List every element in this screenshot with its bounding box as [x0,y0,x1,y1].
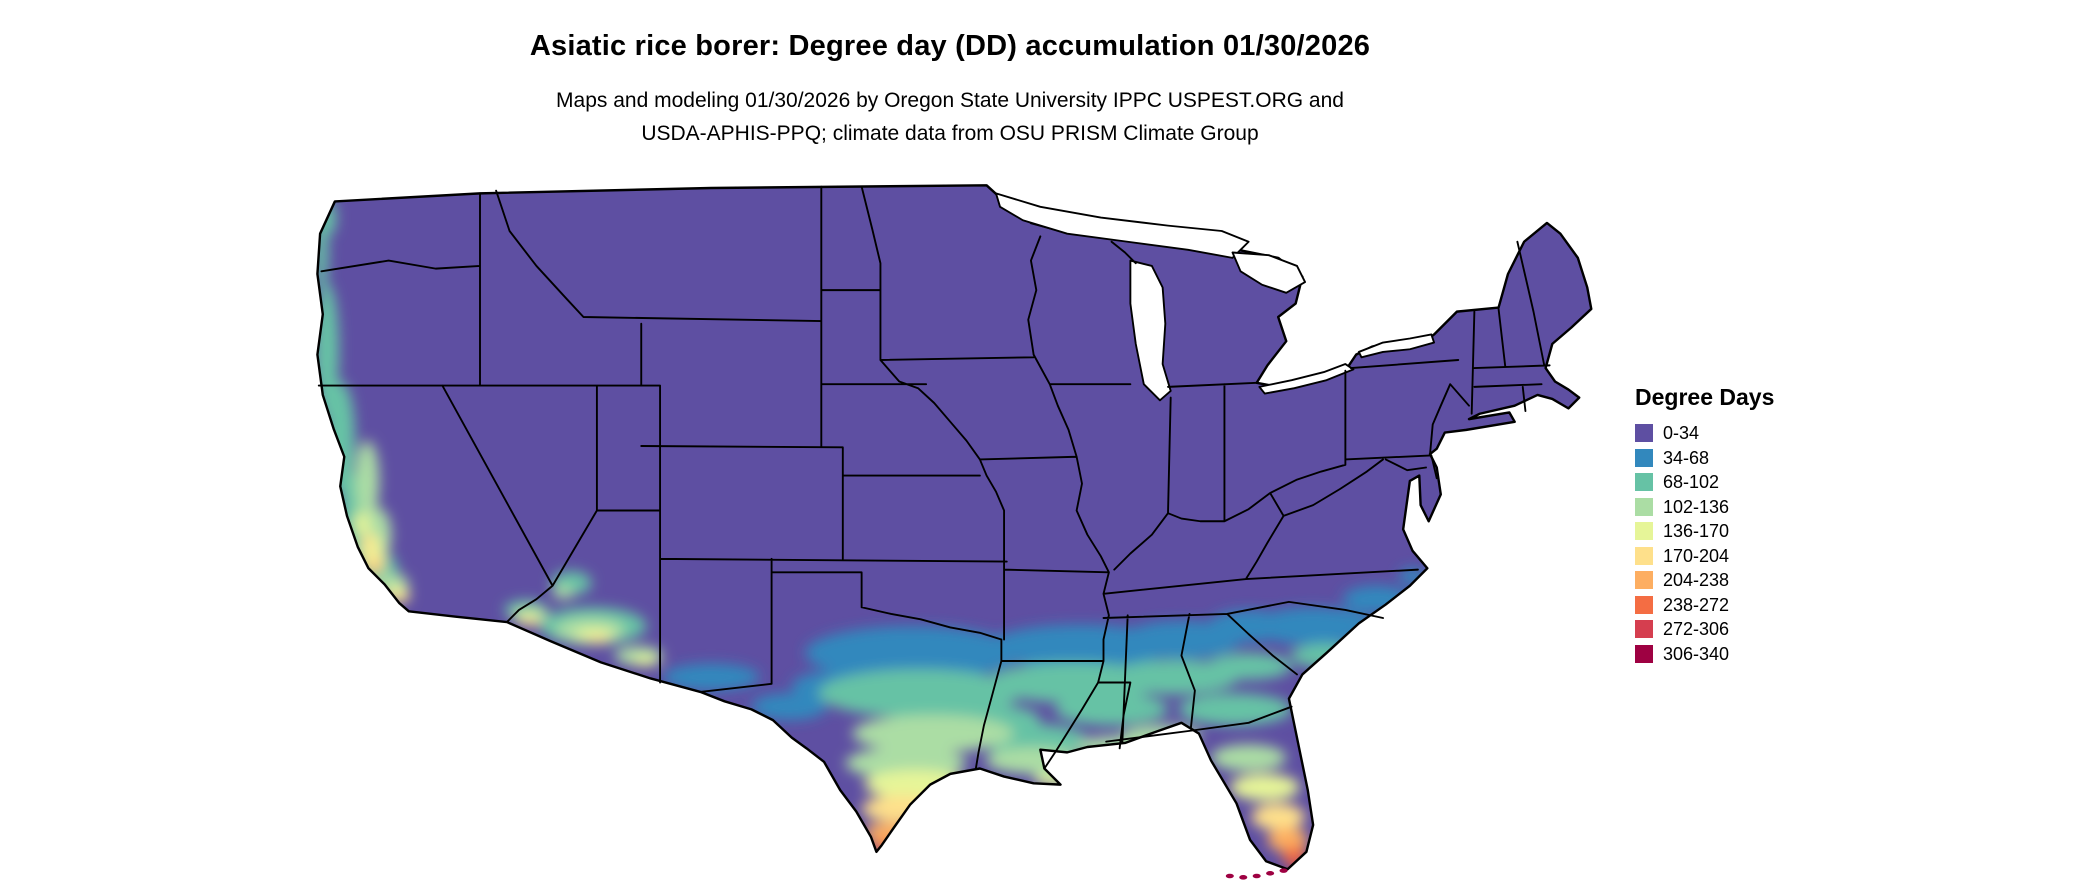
legend-swatch [1635,424,1653,443]
legend-swatch [1635,497,1653,516]
legend-item: 170-204 [1635,544,1774,569]
legend-item-label: 272-306 [1663,619,1730,640]
legend-items: 0-34 34-68 68-102 102-136 136-170 170-204 204-… [1635,421,1774,666]
legend-title: Degree Days [1635,384,1775,410]
legend-item: 204-238 [1635,568,1774,593]
legend-item: 272-306 [1635,617,1774,642]
legend-swatch [1635,473,1653,492]
legend-swatch [1635,571,1653,590]
legend-swatch [1635,620,1653,639]
state-borders [317,185,1551,770]
legend-item-label: 0-34 [1663,423,1700,444]
lake-huron [1231,251,1307,294]
legend-item-label: 102-136 [1663,496,1730,517]
map-subtitle-line1: Maps and modeling 01/30/2026 by Oregon S… [556,89,1344,112]
lake-michigan [1129,259,1172,402]
florida-keys [1225,868,1288,880]
legend-item: 238-272 [1635,593,1774,618]
legend-item-label: 204-238 [1663,570,1730,591]
degree-days-legend: Degree Days 0-34 34-68 68-102 102-136 136-17… [1635,384,1774,666]
legend-item-label: 136-170 [1663,521,1730,542]
legend-swatch [1635,595,1653,614]
legend-item: 102-136 [1635,495,1774,520]
lake-ontario [1357,333,1436,359]
legend-item: 68-102 [1635,470,1774,495]
legend-item-label: 238-272 [1663,594,1730,615]
legend-item: 0-34 [1635,421,1774,446]
us-degree-day-map [308,182,1598,882]
legend-item-label: 306-340 [1663,643,1730,664]
header: Asiatic rice borer: Degree day (DD) accu… [300,30,1600,155]
legend-swatch [1635,644,1653,663]
legend-item-label: 34-68 [1663,447,1710,468]
legend-item-label: 170-204 [1663,545,1730,566]
legend-swatch [1635,448,1653,467]
map-title: Asiatic rice borer: Degree day (DD) accu… [529,30,1371,62]
great-lakes [995,192,1436,402]
lake-erie [1258,363,1355,395]
lake-superior [995,192,1250,259]
legend-item: 34-68 [1635,446,1774,471]
legend-item: 136-170 [1635,519,1774,544]
legend-item-label: 68-102 [1663,472,1720,493]
map-subtitle-line2: USDA-APHIS-PPQ; climate data from OSU PR… [641,122,1259,145]
us-map-svg [316,184,1593,880]
legend-swatch [1635,522,1653,541]
legend-item: 306-340 [1635,642,1774,667]
legend-swatch [1635,546,1653,565]
